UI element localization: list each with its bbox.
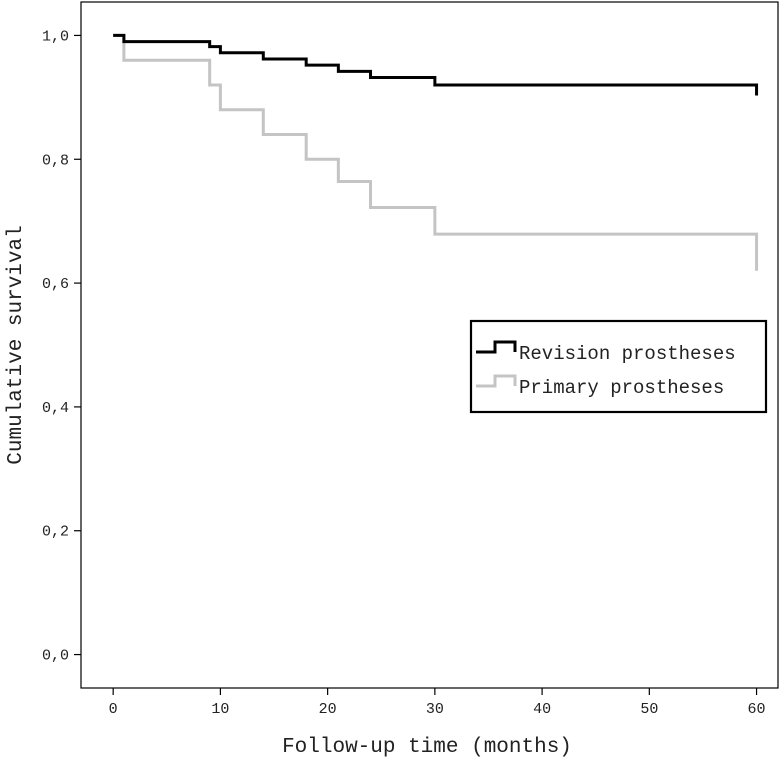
- legend-label-revision: Revision prostheses: [519, 343, 736, 365]
- legend: Revision prostheses Primary prostheses: [469, 319, 768, 414]
- y-axis-title: Cumulative survival: [5, 225, 28, 464]
- x-tick-label: 40: [533, 701, 551, 718]
- x-axis-title: Follow-up time (months): [282, 736, 572, 757]
- legend-label-primary: Primary prostheses: [519, 377, 724, 399]
- legend-box: [469, 319, 768, 414]
- x-tick-label: 10: [211, 701, 229, 718]
- y-tick-label: 0,0: [42, 648, 69, 665]
- x-tick-label: 60: [748, 701, 766, 718]
- y-tick-label: 0,6: [42, 276, 69, 293]
- y-tick-label: 0,4: [42, 400, 69, 417]
- series-layer: [113, 33, 759, 271]
- x-tick-label: 0: [109, 701, 118, 718]
- legend-swatch-primary: [476, 374, 517, 388]
- x-tick-label: 50: [640, 701, 658, 718]
- y-axis-ticks: 0,0 0,2 0,4 0,6 0,8 1,0: [42, 28, 81, 665]
- y-tick-label: 1,0: [42, 28, 69, 45]
- y-tick-label: 0,2: [42, 524, 69, 541]
- x-tick-label: 20: [319, 701, 337, 718]
- plot-frame: [80, 1, 779, 689]
- y-tick-label: 0,8: [42, 152, 69, 169]
- legend-swatch-revision: [476, 340, 517, 354]
- series-line-primary: [113, 33, 759, 271]
- series-line-revision: [113, 33, 759, 96]
- x-axis-ticks: 0 10 20 30 40 50 60: [109, 688, 766, 718]
- x-tick-label: 30: [426, 701, 444, 718]
